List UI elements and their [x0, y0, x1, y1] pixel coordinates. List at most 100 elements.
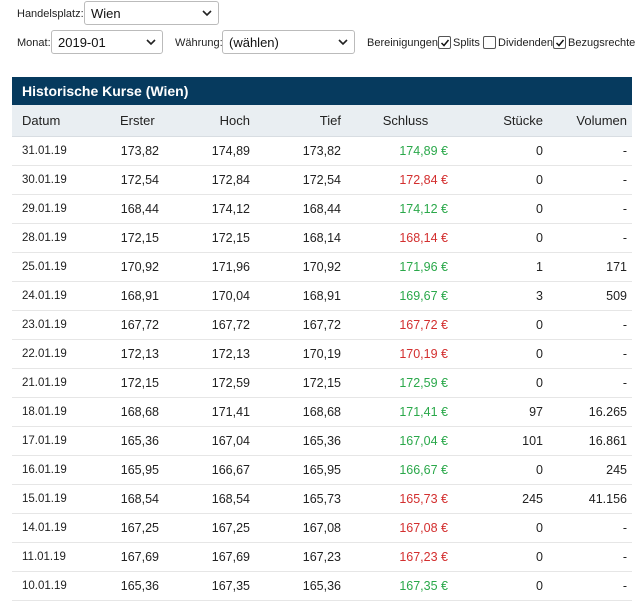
cell-volume: 16.265: [588, 405, 627, 419]
cell-pieces: 0: [536, 550, 543, 564]
cell-high: 167,35: [211, 579, 250, 593]
cell-date: 14.01.19: [22, 522, 67, 534]
cell-volume: 171: [606, 260, 627, 274]
cell-date: 15.01.19: [22, 493, 67, 505]
cell-pieces: 245: [522, 492, 543, 506]
cell-close: 174,89 €: [399, 144, 448, 158]
cell-first: 165,95: [120, 463, 159, 477]
cell-low: 168,91: [302, 289, 341, 303]
column-header-date[interactable]: Datum: [22, 113, 61, 128]
cell-pieces: 0: [536, 579, 543, 593]
table-row: 15.01.19 168,54 168,54 165,73 165,73 € 245 41.…: [12, 485, 632, 514]
cell-first: 167,69: [120, 550, 159, 564]
cell-close: 172,84 €: [399, 173, 448, 187]
table-row: 11.01.19 167,69 167,69 167,23 167,23 € 0 -: [12, 543, 632, 572]
cell-high: 172,13: [211, 347, 250, 361]
cell-volume: -: [622, 347, 627, 361]
column-header-high[interactable]: Hoch: [219, 113, 250, 128]
month-select-value: 2019-01: [58, 34, 106, 50]
month-label: Monat:: [17, 37, 51, 49]
cell-first: 172,13: [120, 347, 159, 361]
dividends-checkbox[interactable]: [483, 36, 496, 49]
column-header-pieces[interactable]: Stücke: [503, 113, 543, 128]
cell-pieces: 1: [536, 260, 543, 274]
rights-option[interactable]: Bezugsrechte: [553, 36, 635, 49]
cell-close: 165,73 €: [399, 492, 448, 506]
cell-date: 25.01.19: [22, 261, 67, 273]
cell-volume: -: [622, 231, 627, 245]
cell-first: 172,15: [120, 231, 159, 245]
cell-date: 29.01.19: [22, 203, 67, 215]
cell-close: 167,72 €: [399, 318, 448, 332]
cell-pieces: 0: [536, 376, 543, 390]
cell-high: 167,72: [211, 318, 250, 332]
currency-label: Währung:: [175, 37, 223, 49]
cell-low: 172,15: [302, 376, 341, 390]
cell-low: 165,36: [302, 579, 341, 593]
column-header-first[interactable]: Erster: [120, 113, 155, 128]
table-row: 17.01.19 165,36 167,04 165,36 167,04 € 101 16.…: [12, 427, 632, 456]
cell-first: 167,25: [120, 521, 159, 535]
column-header-close[interactable]: Schluss: [382, 113, 429, 128]
cell-date: 28.01.19: [22, 232, 67, 244]
cell-pieces: 97: [529, 405, 543, 419]
cell-date: 23.01.19: [22, 319, 67, 331]
cell-first: 172,54: [120, 173, 159, 187]
cell-pieces: 0: [536, 318, 543, 332]
splits-option[interactable]: Splits: [438, 36, 480, 49]
table-body: 31.01.19 173,82 174,89 173,82 174,89 €0-30.0…: [12, 137, 632, 601]
column-header-volume[interactable]: Volumen: [576, 113, 627, 128]
cell-low: 170,92: [302, 260, 341, 274]
table-row: 21.01.19 172,15 172,59 172,15 172,59 € 0 -: [12, 369, 632, 398]
adjustments-label: Bereinigungen:: [367, 37, 442, 49]
cell-volume: 41.156: [588, 492, 627, 506]
cell-first: 168,91: [120, 289, 159, 303]
cell-first: 173,82: [120, 144, 159, 158]
cell-date: 31.01.19: [22, 145, 67, 157]
splits-checkbox[interactable]: [438, 36, 451, 49]
chevron-down-icon: [196, 9, 218, 17]
month-select[interactable]: 2019-01: [51, 30, 163, 54]
cell-volume: 509: [606, 289, 627, 303]
column-header-low[interactable]: Tief: [319, 113, 341, 128]
cell-date: 30.01.19: [22, 174, 67, 186]
cell-first: 168,54: [120, 492, 159, 506]
cell-first: 168,68: [120, 405, 159, 419]
cell-high: 167,04: [211, 434, 250, 448]
cell-volume: -: [622, 521, 627, 535]
cell-close: 171,41 €: [399, 405, 448, 419]
rights-label: Bezugsrechte: [568, 36, 635, 49]
cell-low: 165,95: [302, 463, 341, 477]
cell-close: 172,59 €: [399, 376, 448, 390]
cell-close: 167,08 €: [399, 521, 448, 535]
currency-select[interactable]: (wählen): [222, 30, 355, 54]
cell-volume: -: [622, 579, 627, 593]
cell-close: 166,67 €: [399, 463, 448, 477]
exchange-select[interactable]: Wien: [84, 1, 219, 25]
table-row: 28.01.19 172,15 172,15 168,14 168,14 € 0 -: [12, 224, 632, 253]
table-row: 22.01.19 172,13 172,13 170,19 170,19 € 0 -: [12, 340, 632, 369]
cell-close: 167,23 €: [399, 550, 448, 564]
table-row: 23.01.19 167,72 167,72 167,72 167,72 € 0 -: [12, 311, 632, 340]
cell-high: 171,96: [211, 260, 250, 274]
cell-volume: -: [622, 173, 627, 187]
cell-high: 172,59: [211, 376, 250, 390]
cell-volume: -: [622, 144, 627, 158]
cell-date: 24.01.19: [22, 290, 67, 302]
cell-low: 173,82: [302, 144, 341, 158]
cell-first: 172,15: [120, 376, 159, 390]
table-row: 31.01.19 173,82 174,89 173,82 174,89 € 0 -: [12, 137, 632, 166]
cell-high: 172,15: [211, 231, 250, 245]
rights-checkbox[interactable]: [553, 36, 566, 49]
dividends-option[interactable]: Dividenden: [483, 36, 553, 49]
cell-volume: -: [622, 550, 627, 564]
cell-low: 167,23: [302, 550, 341, 564]
cell-pieces: 0: [536, 521, 543, 535]
table-row: 29.01.19 168,44 174,12 168,44 174,12 € 0 -: [12, 195, 632, 224]
table-row: 24.01.19 168,91 170,04 168,91 169,67 € 3 509: [12, 282, 632, 311]
cell-low: 168,14: [302, 231, 341, 245]
cell-close: 174,12 €: [399, 202, 448, 216]
cell-pieces: 0: [536, 173, 543, 187]
cell-volume: -: [622, 318, 627, 332]
table-row: 30.01.19 172,54 172,84 172,54 172,84 € 0 -: [12, 166, 632, 195]
